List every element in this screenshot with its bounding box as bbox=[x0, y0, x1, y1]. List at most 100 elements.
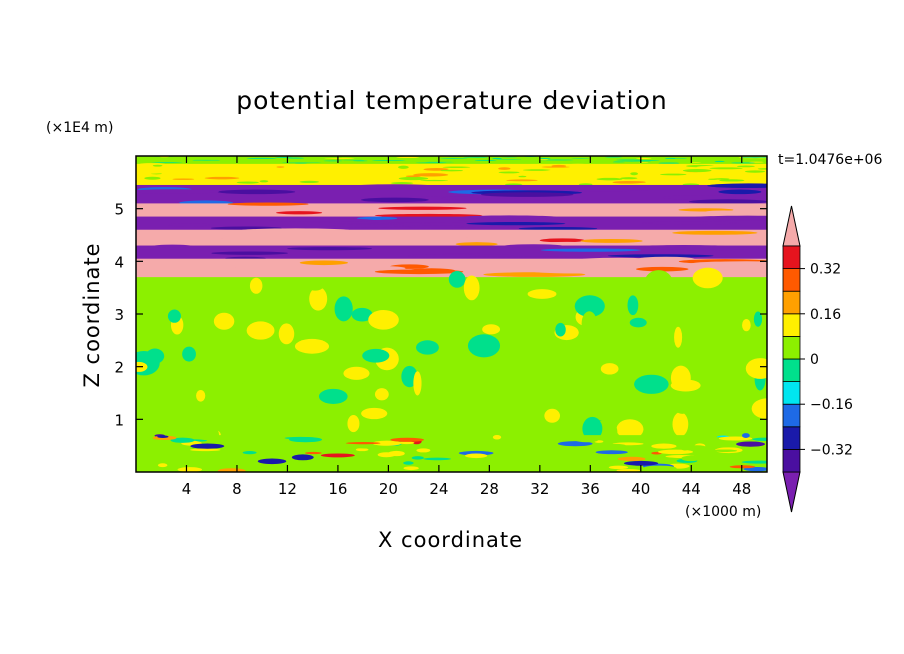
contour-patch bbox=[413, 371, 422, 396]
x-tick-label: 36 bbox=[581, 480, 600, 498]
contour-patch bbox=[689, 199, 767, 204]
colorbar-extend-high bbox=[782, 205, 801, 247]
contour-patch bbox=[603, 374, 629, 385]
contour-patch bbox=[687, 445, 707, 450]
contour-patch bbox=[399, 441, 415, 445]
contour-patch bbox=[194, 453, 226, 457]
contour-patch bbox=[377, 452, 396, 458]
contour-patch bbox=[498, 167, 511, 170]
contour-patch bbox=[647, 162, 660, 163]
contour-patch bbox=[480, 192, 574, 197]
contour-patch bbox=[616, 469, 641, 472]
contour-patch bbox=[736, 165, 755, 168]
contour-patch bbox=[531, 268, 615, 274]
contour-patch bbox=[539, 159, 549, 161]
contour-patch bbox=[462, 215, 556, 219]
contour-patch bbox=[347, 414, 360, 433]
contour-patch bbox=[369, 181, 388, 184]
contour-patch bbox=[399, 163, 434, 164]
contour-patch bbox=[670, 365, 691, 391]
contour-patch bbox=[498, 171, 520, 174]
contour-patch bbox=[616, 159, 642, 161]
contour-patch bbox=[749, 161, 764, 163]
contour-patch bbox=[413, 173, 449, 177]
contour-patch bbox=[374, 213, 483, 218]
contour-patch bbox=[346, 165, 359, 169]
contour-patch bbox=[303, 156, 332, 159]
contour-patch bbox=[744, 170, 766, 173]
contour-patch bbox=[423, 457, 452, 461]
contour-patch bbox=[644, 270, 673, 295]
contour-patch bbox=[540, 248, 641, 252]
contour-patch bbox=[664, 157, 676, 159]
contour-patch bbox=[709, 167, 743, 170]
contour-patch bbox=[320, 453, 355, 458]
contour-patch bbox=[212, 167, 247, 171]
contour-patch bbox=[136, 174, 148, 176]
contour-patch bbox=[751, 398, 767, 419]
contour-patch bbox=[600, 363, 619, 375]
contour-patch bbox=[170, 437, 195, 443]
contour-patch bbox=[274, 157, 294, 158]
colorbar-tick-label: 0.32 bbox=[810, 262, 841, 278]
contour-patch bbox=[351, 158, 373, 160]
contour-patch bbox=[340, 437, 351, 443]
contour-patch bbox=[692, 267, 723, 289]
colorbar-segment bbox=[782, 335, 801, 360]
contour-patch bbox=[545, 169, 575, 173]
contour-patch bbox=[343, 366, 370, 380]
contour-patch bbox=[304, 451, 322, 455]
contour-patch bbox=[693, 173, 708, 177]
contour-patch bbox=[715, 172, 739, 175]
contour-patch bbox=[504, 244, 563, 248]
contour-patch bbox=[438, 159, 457, 161]
contour-patch bbox=[323, 160, 343, 162]
contour-patch bbox=[137, 459, 159, 463]
contour-patch bbox=[259, 180, 269, 183]
contour-patch bbox=[420, 179, 449, 182]
contour-patch bbox=[182, 346, 196, 362]
contour-patch bbox=[309, 286, 328, 311]
contour-patch bbox=[152, 244, 193, 248]
contour-patch bbox=[690, 161, 700, 163]
x-tick-label: 12 bbox=[278, 480, 297, 498]
contour-patch bbox=[587, 176, 598, 180]
contour-patch bbox=[690, 161, 702, 163]
contour-patch bbox=[268, 218, 374, 222]
contour-patch bbox=[627, 295, 639, 316]
contour-patch bbox=[243, 176, 277, 179]
contour-patch bbox=[639, 162, 649, 163]
contour-patch bbox=[741, 433, 750, 438]
contour-patch bbox=[580, 238, 643, 243]
contour-patch bbox=[539, 238, 585, 243]
contour-patch bbox=[239, 459, 248, 465]
x-unit-label: (×1000 m) bbox=[685, 504, 762, 520]
contour-patch bbox=[506, 179, 538, 182]
contour-patch bbox=[299, 180, 320, 184]
contour-patch bbox=[378, 206, 467, 210]
contour-patch bbox=[757, 168, 767, 170]
contour-patch bbox=[617, 456, 646, 462]
contour-patch bbox=[474, 159, 497, 161]
contour-patch bbox=[318, 388, 348, 404]
x-tick-label: 20 bbox=[379, 480, 398, 498]
contour-patch bbox=[722, 239, 767, 244]
contour-patch bbox=[660, 173, 687, 176]
contour-patch bbox=[167, 223, 211, 227]
contour-patch bbox=[403, 466, 419, 471]
x-tick-label: 4 bbox=[182, 480, 192, 498]
contour-patch bbox=[136, 403, 154, 425]
contour-patch bbox=[528, 265, 598, 270]
time-label: t=1.0476e+06 bbox=[778, 152, 883, 168]
contour-patch bbox=[691, 261, 767, 266]
contour-patch bbox=[597, 443, 626, 448]
contour-patch bbox=[612, 181, 642, 184]
contour-patch bbox=[492, 434, 502, 440]
x-tick-label: 24 bbox=[429, 480, 448, 498]
contour-patch bbox=[268, 161, 299, 163]
contour-patch bbox=[651, 443, 677, 449]
contour-patch bbox=[211, 251, 288, 255]
contour-patch bbox=[463, 156, 488, 158]
contour-patch bbox=[440, 158, 468, 159]
contour-patch bbox=[592, 180, 609, 183]
